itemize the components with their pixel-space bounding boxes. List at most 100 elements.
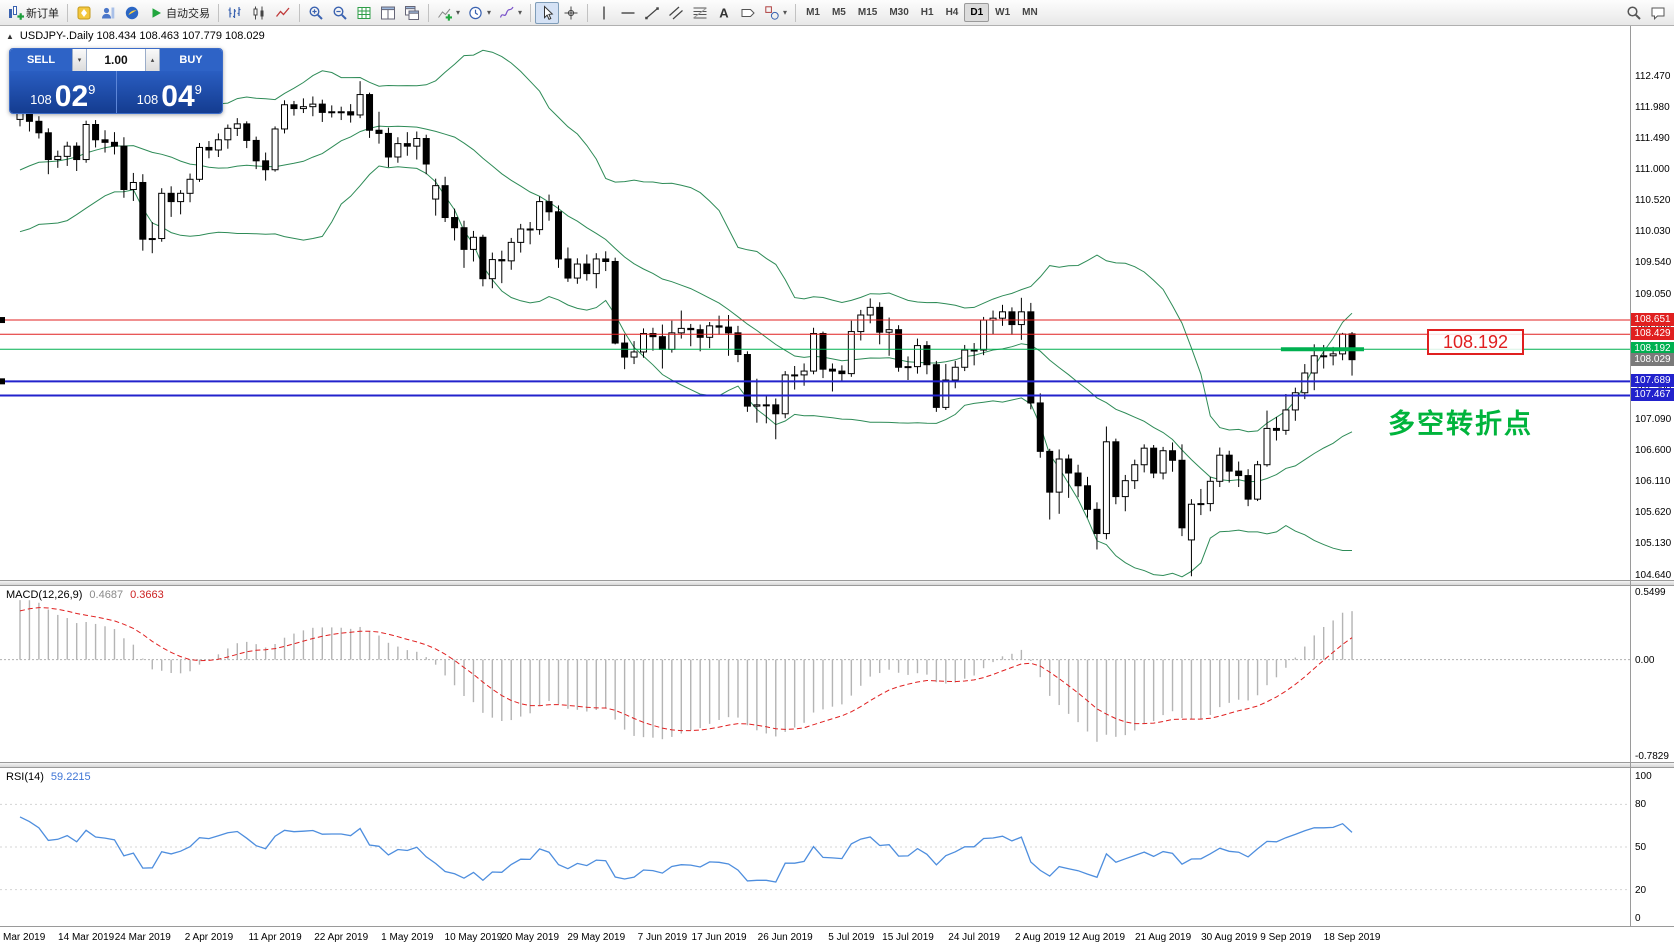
zoom-in-icon: [308, 5, 324, 21]
date-axis-label: 12 Aug 2019: [1068, 932, 1126, 943]
fibonacci-icon: [692, 5, 708, 21]
date-axis-label: 21 Aug 2019: [1134, 932, 1192, 943]
text-button[interactable]: A: [712, 2, 736, 24]
new-order-button[interactable]: 新订单: [4, 2, 63, 24]
cursor-button[interactable]: [535, 1, 560, 24]
volume-decrease-button[interactable]: ▾: [72, 49, 87, 71]
date-axis-label: 15 Jul 2019: [882, 932, 934, 943]
market-grid-button[interactable]: [352, 2, 376, 24]
panel-divider[interactable]: [0, 580, 1674, 586]
price-axis-label: 111.980: [1635, 101, 1670, 113]
autotrade-button[interactable]: 自动交易: [144, 2, 214, 24]
guide-button[interactable]: [72, 2, 96, 24]
channel-button[interactable]: [664, 2, 688, 24]
price-annotation-box[interactable]: 108.192: [1427, 329, 1524, 355]
candle-chart-button[interactable]: [247, 2, 271, 24]
ask-price[interactable]: 108 04 9: [117, 71, 223, 113]
date-axis-label: 24 Mar 2019: [114, 932, 171, 943]
macd-chart-canvas[interactable]: [0, 586, 1630, 762]
timeframe-m1-button[interactable]: M1: [806, 7, 820, 18]
toolbar-separator: [587, 3, 589, 22]
timeframe-m5-button[interactable]: M5: [831, 7, 846, 18]
timeframe-h1-button[interactable]: H1: [920, 7, 934, 18]
hline-icon: [620, 5, 636, 21]
rsi-chart-canvas[interactable]: [0, 768, 1630, 926]
rsi-line: [19, 816, 1353, 883]
horizontal-line-108.651[interactable]: [0, 317, 1630, 324]
label-button[interactable]: [736, 2, 760, 24]
rsi-axis-label: 50: [1635, 842, 1647, 853]
bollinger-bands[interactable]: [19, 49, 1353, 578]
cascade-windows-button[interactable]: [400, 2, 424, 24]
zoom-out-button[interactable]: [328, 2, 352, 24]
timeframe-w1-button[interactable]: W1: [995, 7, 1011, 18]
sell-button[interactable]: SELL: [26, 54, 56, 66]
volume-input[interactable]: [87, 49, 145, 71]
volume-increase-button[interactable]: ▴: [145, 49, 160, 71]
price-axis-label: 107.580: [1635, 382, 1671, 393]
community-button[interactable]: [120, 2, 144, 24]
bid-price[interactable]: 108 02 9: [10, 71, 116, 113]
line-chart-button[interactable]: [271, 2, 295, 24]
chat-button[interactable]: [1646, 2, 1670, 24]
timeframe-d1-button[interactable]: D1: [964, 3, 990, 22]
trendline-button[interactable]: [640, 2, 664, 24]
date-axis-label: 17 Jun 2019: [691, 932, 747, 943]
collapse-arrow-icon[interactable]: ▲: [6, 31, 14, 41]
price-axis-label: 110.030: [1635, 226, 1671, 238]
macd-main-value: 0.4687: [89, 589, 124, 601]
price-axis-label: 111.000: [1635, 164, 1670, 176]
buy-button[interactable]: BUY: [179, 54, 203, 66]
price-axis-label: 107.090: [1635, 413, 1672, 425]
crosshair-icon: [563, 5, 579, 21]
toolbar-separator: [530, 3, 532, 22]
date-axis-label: 11 Apr 2019: [248, 932, 302, 943]
dropdown-arrow-icon: ▾: [518, 8, 523, 17]
timeframe-m15-button[interactable]: M15: [857, 7, 878, 18]
chat-icon: [1650, 5, 1666, 21]
guide-icon: [76, 5, 92, 21]
trade-controls-row: SELL ▾ ▴ BUY: [10, 49, 222, 71]
vline-icon: [596, 5, 612, 21]
periods-button[interactable]: ▾: [464, 2, 495, 24]
price-axis-label: 109.050: [1635, 288, 1672, 300]
cascade-icon: [404, 5, 420, 21]
indicators-button[interactable]: ▾: [433, 2, 464, 24]
clock-icon: [468, 5, 484, 21]
price-chart-canvas[interactable]: [0, 26, 1630, 580]
candles[interactable]: [16, 81, 1356, 577]
panel-divider[interactable]: [0, 762, 1674, 768]
zoom-in-button[interactable]: [304, 2, 328, 24]
price-axis-label: 104.640: [1635, 569, 1672, 581]
timeframe-h4-button[interactable]: H4: [945, 7, 959, 18]
new-order-icon: [8, 5, 24, 21]
bid-big-figure: 02: [54, 79, 89, 113]
templates-button[interactable]: ▾: [495, 2, 526, 24]
profile-button[interactable]: [96, 2, 120, 24]
price-axis-label: 112.470: [1635, 70, 1671, 82]
search-button[interactable]: [1622, 2, 1646, 24]
timeframe-mn-button[interactable]: MN: [1022, 7, 1038, 18]
trendline-icon: [644, 5, 660, 21]
macd-signal-value: 0.3663: [130, 589, 164, 601]
line-chart-icon: [275, 5, 291, 21]
indicator-plus-icon: [437, 5, 453, 21]
timeframe-m30-button[interactable]: M30: [889, 7, 909, 18]
crosshair-button[interactable]: [559, 2, 583, 24]
shapes-button[interactable]: ▾: [760, 2, 791, 24]
hline-button[interactable]: [616, 2, 640, 24]
price-axis-label: 109.540: [1635, 257, 1672, 269]
vline-button[interactable]: [592, 2, 616, 24]
horizontal-line-107.689[interactable]: [0, 378, 1630, 385]
tile-windows-button[interactable]: [376, 2, 400, 24]
fibonacci-button[interactable]: [688, 2, 712, 24]
turning-point-annotation[interactable]: 多空转折点: [1388, 409, 1533, 439]
toolbar-separator: [218, 3, 219, 22]
bars-chart-button[interactable]: [223, 2, 247, 24]
price-axis-label: 105.620: [1635, 507, 1672, 519]
macd-axis-label: 0.5499: [1635, 587, 1666, 598]
bid-pip: 9: [88, 82, 96, 97]
toolbar-separator: [428, 3, 429, 22]
